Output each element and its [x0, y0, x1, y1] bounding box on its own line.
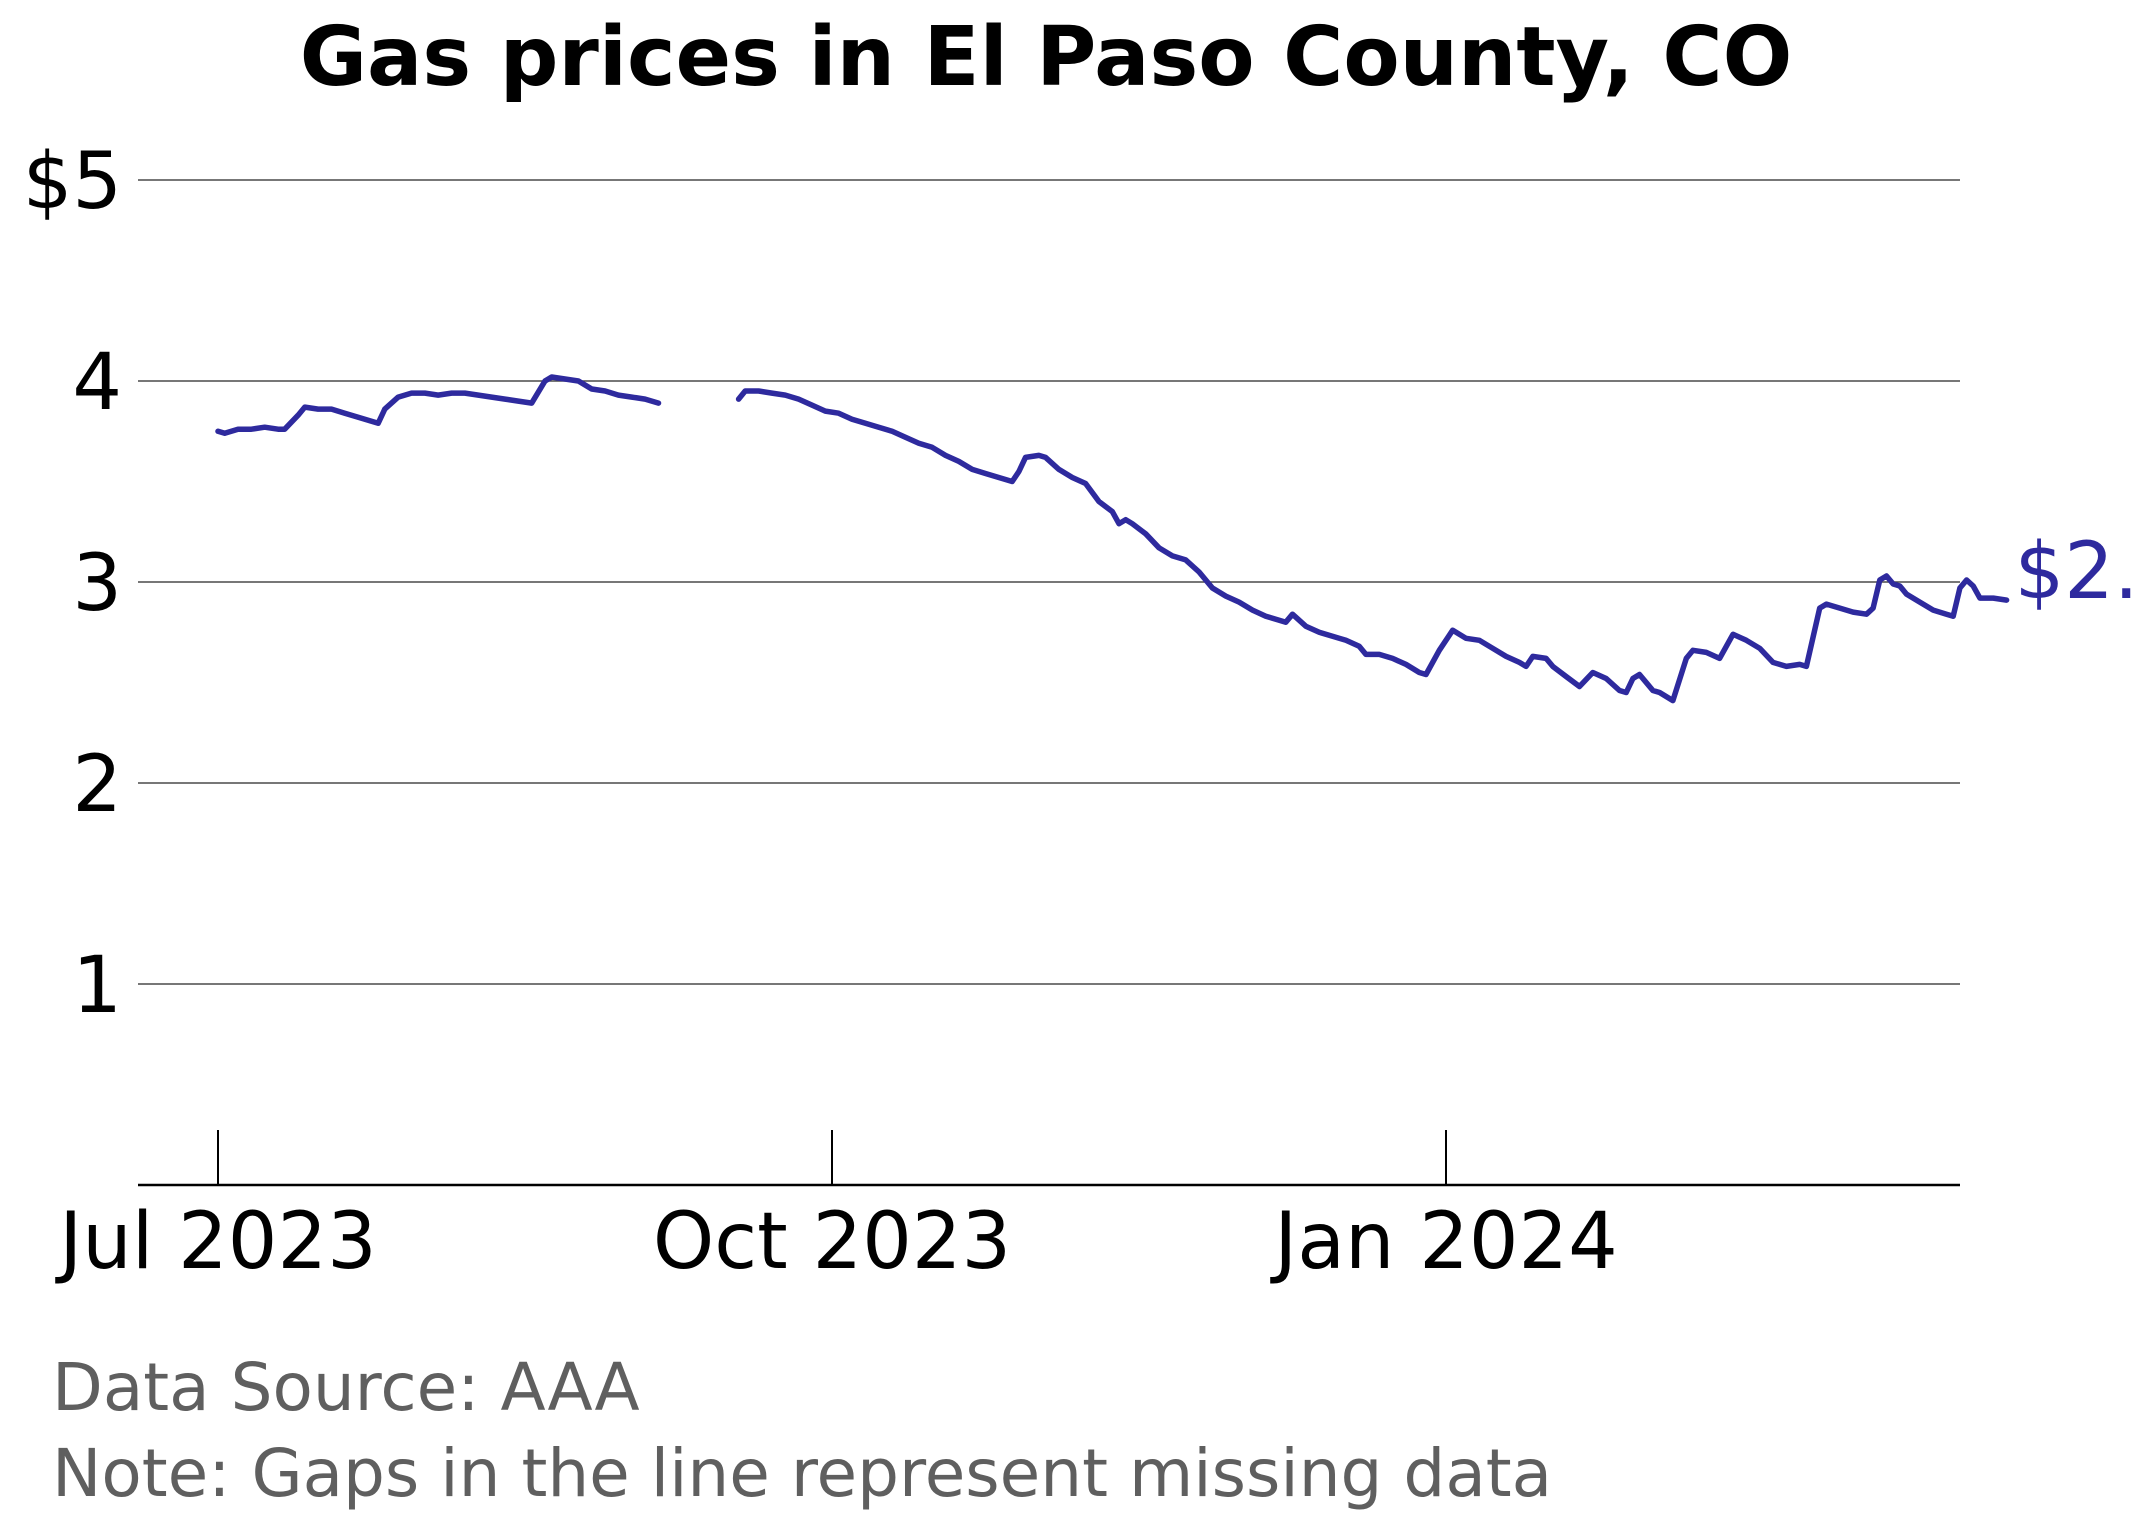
- series-gas-price: [215, 374, 2010, 704]
- x-tick-label: Jul 2023: [54, 1197, 376, 1287]
- chart-title: Gas prices in El Paso County, CO: [300, 10, 1793, 105]
- x-axis-ticks: Jul 2023 Oct 2023 Jan 2024: [54, 1130, 1618, 1287]
- series-line-segment-2: [735, 388, 2010, 704]
- y-tick-label: 3: [72, 539, 122, 629]
- y-tick-label: 4: [72, 338, 122, 428]
- last-value-label: $2.91: [2015, 527, 2132, 617]
- missing-data-note: Note: Gaps in the line represent missing…: [52, 1435, 1552, 1512]
- y-axis-tick-labels: 1 2 3 4 $5: [23, 137, 122, 1031]
- series-line-segment-1: [215, 374, 662, 437]
- x-tick-label: Oct 2023: [653, 1197, 1011, 1287]
- y-tick-label: 2: [72, 740, 122, 830]
- y-tick-label: 1: [72, 941, 122, 1031]
- x-tick-label: Jan 2024: [1269, 1197, 1618, 1287]
- y-tick-label: $5: [23, 137, 122, 227]
- gridlines: [138, 179, 1960, 985]
- data-source-note: Data Source: AAA: [52, 1349, 640, 1426]
